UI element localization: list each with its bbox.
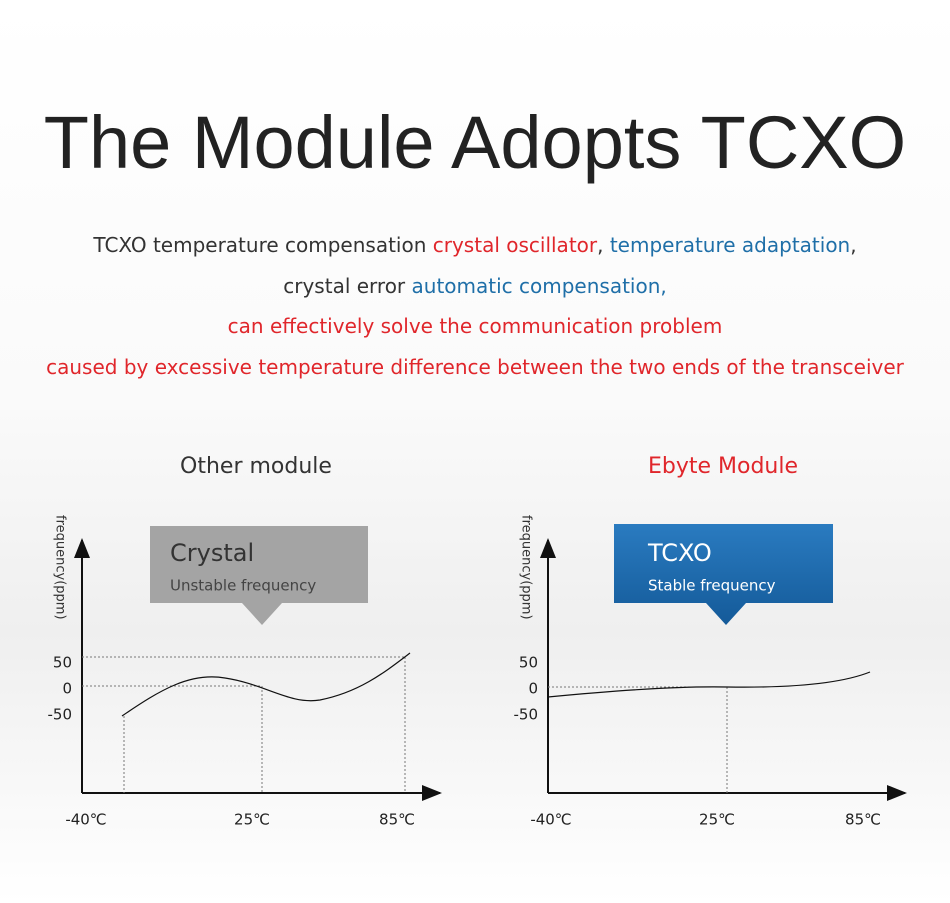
description-text: TCXO temperature compensation (93, 233, 433, 257)
description-text: crystal error (283, 274, 412, 298)
description-text: can effectively solve the communication … (227, 314, 723, 338)
y-label: 50 (53, 654, 72, 672)
y-label: 0 (62, 680, 72, 698)
y-axis-label: frequency(ppm) (519, 515, 534, 620)
description-text: crystal oscillator (432, 233, 598, 257)
description-text: temperature adaptation (609, 233, 851, 257)
callout-title: Crystal (170, 539, 254, 567)
description-text: , (850, 233, 857, 257)
description-line: can effectively solve the communication … (0, 314, 950, 338)
y-label: 0 (528, 680, 538, 698)
description-text: caused by excessive temperature differen… (46, 355, 904, 379)
x-label: 25℃ (699, 811, 735, 829)
right-graph (540, 524, 907, 801)
x-label: 25℃ (234, 811, 270, 829)
callout-subtitle: Stable frequency (648, 577, 776, 595)
panel-heading: Ebyte Module (648, 454, 798, 479)
y-label: 50 (519, 654, 538, 672)
x-label: -40℃ (65, 811, 106, 829)
y-axis-label: frequency(ppm) (53, 515, 68, 620)
title: The Module Adopts TCXO (43, 101, 907, 184)
description-text: , (597, 233, 610, 257)
y-label: -50 (48, 706, 73, 724)
left-graph (74, 526, 442, 801)
callout-subtitle: Unstable frequency (170, 577, 316, 595)
x-label: -40℃ (530, 811, 571, 829)
x-label: 85℃ (379, 811, 415, 829)
panel-heading: Other module (180, 454, 332, 479)
y-label: -50 (514, 706, 539, 724)
description-line: caused by excessive temperature differen… (0, 355, 950, 379)
x-label: 85℃ (845, 811, 881, 829)
callout-title: TCXO (647, 539, 712, 567)
description-line: TCXO temperature compensation crystal os… (0, 233, 950, 257)
description-text: automatic compensation, (411, 274, 667, 298)
description-line: crystal error automatic compensation, (0, 274, 950, 298)
